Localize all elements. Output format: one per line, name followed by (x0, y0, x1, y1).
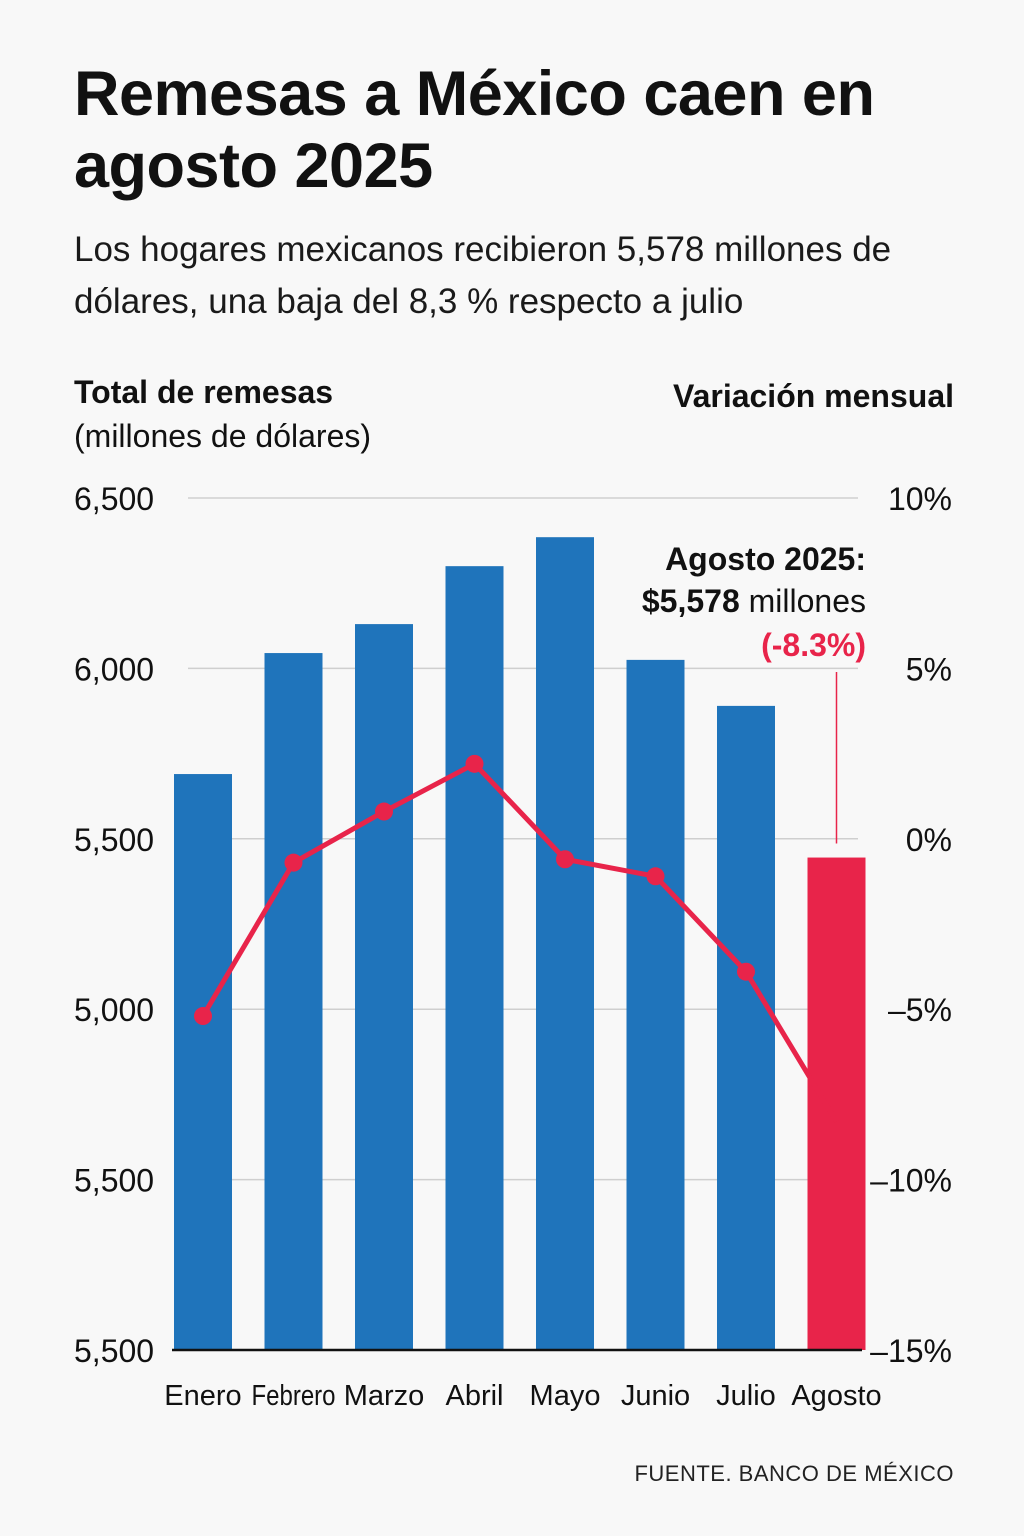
left-axis-ticks: 6,500 6,000 5,500 5,000 5,500 5,500 (74, 481, 154, 1369)
left-tick-label: 6,000 (74, 651, 154, 687)
variation-point (646, 867, 665, 886)
left-axis-title-unit: (millones de dólares) (74, 418, 372, 454)
chart-title: Remesas a México caen en agosto 2025 (74, 59, 875, 201)
x-tick-label: Marzo (344, 1380, 425, 1412)
right-tick-label: 0% (906, 822, 952, 858)
bar (355, 624, 413, 1350)
left-tick-label: 5,500 (74, 822, 154, 858)
variation-point (375, 802, 393, 821)
right-tick-label: 10% (888, 481, 952, 517)
right-axis-title: Variación mensual (672, 378, 954, 414)
right-tick-label: –15% (870, 1333, 952, 1369)
left-tick-label: 5,000 (74, 992, 154, 1028)
highlight-annotation: Agosto 2025: $5,578 millones (-8.3%) (642, 541, 866, 663)
variation-point (556, 850, 574, 869)
left-tick-label: 5,500 (74, 1163, 154, 1199)
bar (626, 659, 685, 1350)
right-tick-label: 5% (906, 651, 952, 687)
annotation-amount: $5,578 millones (642, 583, 866, 619)
bar-highlight (807, 857, 866, 1350)
bar (536, 537, 594, 1350)
bar (174, 774, 232, 1350)
right-tick-label: –10% (870, 1163, 952, 1199)
x-tick-label: Junio (621, 1380, 690, 1412)
variation-point (194, 1007, 212, 1026)
x-tick-label: Agosto (791, 1380, 881, 1412)
variation-line (194, 754, 839, 1123)
x-tick-label: Julio (716, 1380, 776, 1412)
left-tick-label: 5,500 (74, 1333, 154, 1369)
annotation-date: Agosto 2025: (665, 541, 866, 577)
left-tick-label: 6,500 (74, 481, 154, 517)
left-axis-title: Total de remesas (millones de dólares) (74, 370, 371, 458)
x-tick-label: Enero (164, 1380, 241, 1412)
source-note: FUENTE. BANCO DE MÉXICO (634, 1461, 954, 1486)
bar (445, 566, 504, 1350)
variation-point (737, 962, 755, 981)
right-tick-label: –5% (888, 992, 952, 1028)
annotation-change: (-8.3%) (761, 627, 866, 663)
bar (264, 653, 323, 1350)
chart-subtitle: Los hogares mexicanos recibieron 5,578 m… (74, 230, 892, 321)
bars (172, 537, 866, 1352)
right-axis-ticks: 10% 5% 0% –5% –10% –15% (870, 481, 952, 1369)
x-tick-label: Abril (445, 1380, 503, 1412)
x-axis-labels: Enero Febrero Marzo Abril Mayo Junio Julio Agos… (164, 1380, 881, 1412)
annotation-amount-value: $5,578 (642, 583, 740, 619)
variation-point (284, 853, 303, 872)
left-axis-title-main: Total de remesas (74, 374, 334, 410)
x-tick-label: Febrero (252, 1380, 336, 1412)
annotation-amount-unit: millones (740, 583, 866, 619)
x-tick-label: Mayo (530, 1380, 601, 1412)
bar (717, 705, 775, 1350)
variation-point (465, 754, 484, 773)
variation-polyline (200, 761, 839, 1123)
